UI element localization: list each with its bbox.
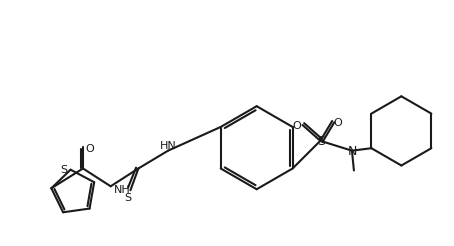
Text: S: S bbox=[124, 193, 131, 203]
Text: NH: NH bbox=[114, 185, 130, 195]
Text: O: O bbox=[292, 121, 301, 131]
Text: S: S bbox=[60, 165, 67, 175]
Text: S: S bbox=[317, 135, 326, 148]
Text: O: O bbox=[334, 118, 342, 128]
Text: N: N bbox=[348, 145, 358, 158]
Text: HN: HN bbox=[160, 141, 177, 151]
Text: O: O bbox=[85, 144, 94, 154]
